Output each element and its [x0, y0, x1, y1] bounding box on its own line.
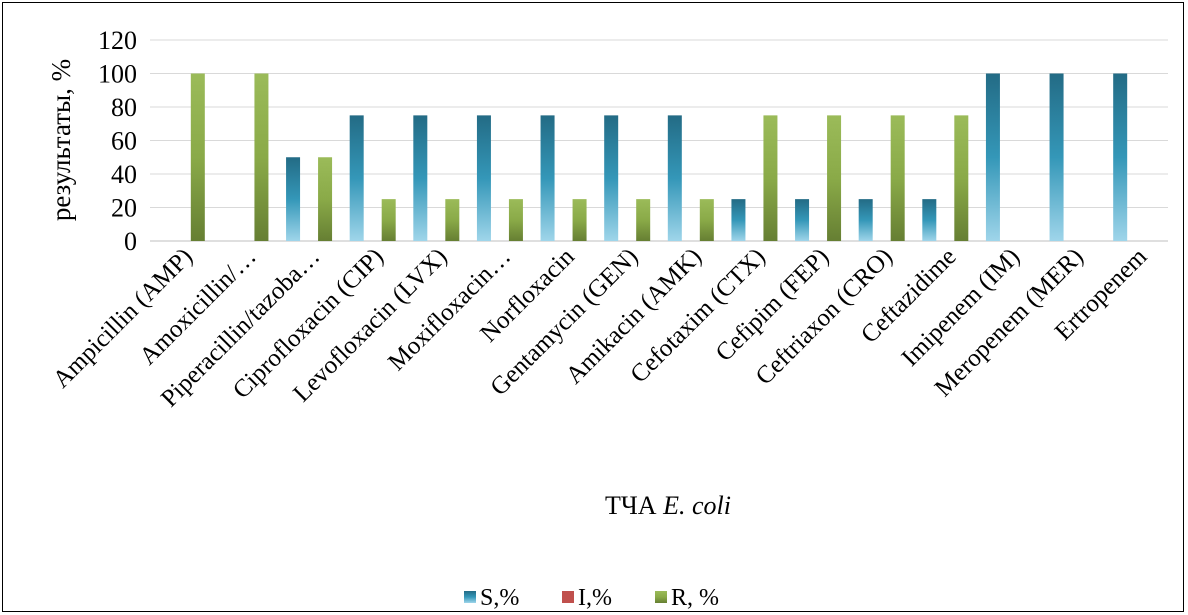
bar-r: [381, 199, 396, 241]
x-axis-label: ТЧА E. coli: [605, 491, 731, 520]
bar-s: [413, 115, 428, 241]
bar-r: [254, 73, 269, 241]
x-axis-label-italic: E. coli: [662, 491, 731, 520]
y-tick-label: 60: [111, 127, 137, 156]
bar-r: [190, 73, 205, 241]
bar-s: [985, 73, 1000, 241]
y-tick-label: 40: [111, 160, 137, 189]
bar-s: [349, 115, 364, 241]
legend-label: S,%: [480, 585, 519, 611]
bar-r: [763, 115, 778, 241]
bar-s: [731, 199, 746, 241]
legend-swatch: [562, 591, 574, 603]
bar-s: [795, 199, 810, 241]
legend: S,% I,% R, %: [464, 585, 719, 611]
bar-s: [604, 115, 619, 241]
bar-s: [1049, 73, 1064, 241]
bar-s: [540, 115, 555, 241]
bar-r: [508, 199, 523, 241]
y-tick-label: 0: [124, 227, 137, 256]
bar-s: [667, 115, 682, 241]
bar-r: [699, 199, 714, 241]
bar-r: [827, 115, 842, 241]
y-axis-label: результаты, %: [46, 59, 76, 221]
y-tick-label: 80: [111, 93, 137, 122]
legend-label: R, %: [671, 585, 719, 611]
bar-s: [858, 199, 873, 241]
bar-r: [890, 115, 905, 241]
bar-r: [445, 199, 460, 241]
bar-s: [1113, 73, 1128, 241]
x-axis-label-prefix: ТЧА: [605, 491, 663, 520]
y-tick-label: 120: [98, 26, 137, 55]
legend-label: I,%: [578, 585, 612, 611]
bar-r: [572, 199, 587, 241]
y-tick-label: 20: [111, 194, 137, 223]
legend-swatch: [464, 591, 476, 603]
legend-swatch: [655, 591, 667, 603]
y-tick-label: 100: [98, 60, 137, 89]
bar-s: [922, 199, 937, 241]
bar-r: [954, 115, 969, 241]
bar-r: [636, 199, 651, 241]
bar-s: [286, 157, 301, 241]
bar-s: [476, 115, 491, 241]
bar-r: [318, 157, 333, 241]
